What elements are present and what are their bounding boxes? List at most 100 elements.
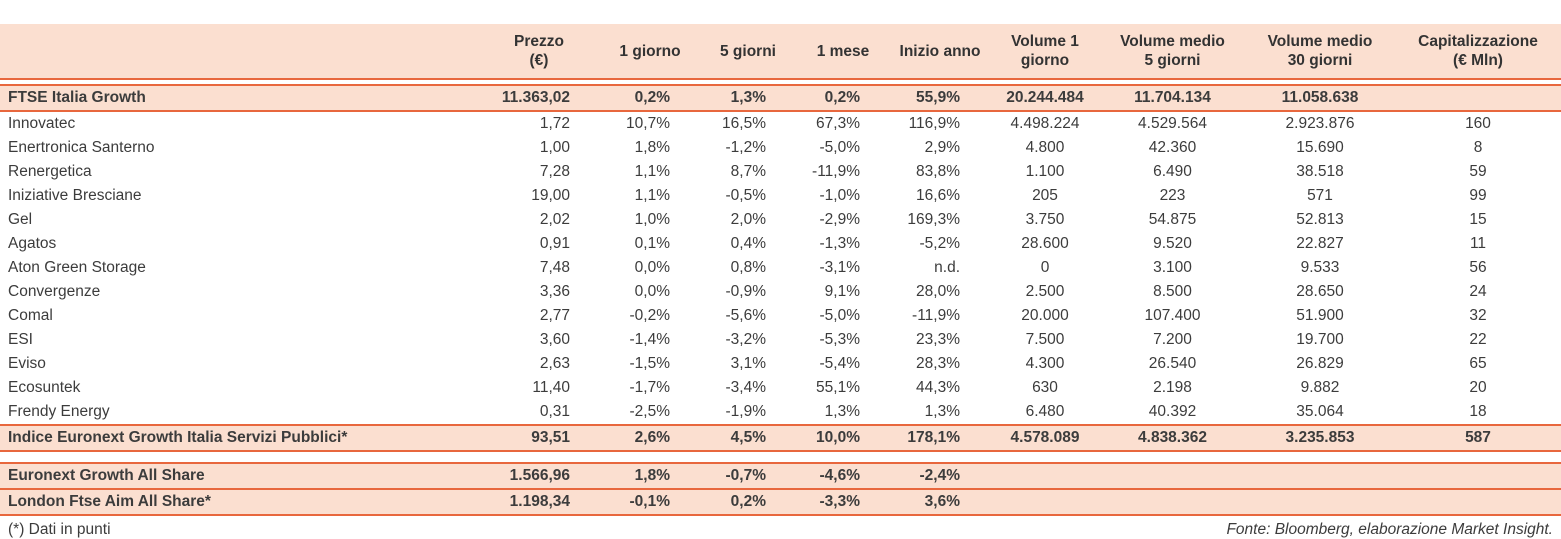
column-header: Capitalizzazione (€ Mln) xyxy=(1395,24,1561,80)
cell: -0,7% xyxy=(700,462,796,490)
cell: -2,9% xyxy=(819,211,861,228)
cell: 4.498.224 xyxy=(1010,115,1080,132)
cell: 3.235.853 xyxy=(1245,424,1395,452)
cell: -0,2% xyxy=(629,307,671,324)
cell: 2.500 xyxy=(1025,283,1065,300)
cell: 8.500 xyxy=(1153,283,1192,300)
cell: 20.000 xyxy=(1021,307,1069,324)
cell: n.d. xyxy=(934,259,960,276)
cell: 54.875 xyxy=(1148,211,1197,228)
cell: -1,0% xyxy=(819,187,861,204)
cell: -0,5% xyxy=(725,187,767,204)
column-header: 5 giorni xyxy=(700,24,796,80)
cell: 26.829 xyxy=(1296,355,1344,372)
cell: 10,0% xyxy=(796,424,890,452)
cell: 11,40 xyxy=(532,379,570,396)
cell: 0,31 xyxy=(539,403,570,420)
cell: 1,3% xyxy=(924,403,960,420)
cell: -5,4% xyxy=(819,355,861,372)
cell: 0,4% xyxy=(730,235,766,252)
cell: 55,9% xyxy=(890,84,990,112)
cell: 6.490 xyxy=(1153,163,1192,180)
cell: 169,3% xyxy=(907,211,960,228)
column-header: Volume medio 30 giorni xyxy=(1245,24,1395,80)
row-label: Frendy Energy xyxy=(8,403,110,420)
cell xyxy=(1245,488,1395,516)
cell: 2,02 xyxy=(539,211,570,228)
cell: -11,9% xyxy=(812,163,860,180)
table-row: Eviso 2,63 -1,5% 3,1% -5,4% 28,3% 4.300 26.540 2… xyxy=(0,352,1561,376)
growth-stocks-table: Prezzo (€) 1 giorno 5 giorni 1 mese Inizio an… xyxy=(0,24,1561,452)
table-row: Innovatec 1,72 10,7% 16,5% 67,3% 116,9% 4.498.… xyxy=(0,111,1561,136)
row-label: Agatos xyxy=(8,235,57,252)
cell: 7.500 xyxy=(1025,331,1065,348)
cell: 19,00 xyxy=(531,187,570,204)
cell: -3,3% xyxy=(796,488,890,516)
cell: 587 xyxy=(1395,424,1561,452)
row-label: Iniziative Bresciane xyxy=(8,187,142,204)
table-row: Comal 2,77 -0,2% -5,6% -5,0% -11,9% 20.000 107.… xyxy=(0,304,1561,328)
cell xyxy=(990,462,1100,490)
table-row: Agatos 0,91 0,1% 0,4% -1,3% -5,2% 28.600 9.520 2… xyxy=(0,232,1561,256)
cell: 7,28 xyxy=(539,163,570,180)
table-body: FTSE Italia Growth 11.363,02 0,2% 1,3% 0,2% 5… xyxy=(0,79,1561,452)
cell: 4,5% xyxy=(700,424,796,452)
cell: 59 xyxy=(1469,163,1487,180)
cell: 93,51 xyxy=(478,424,600,452)
cell: 1,1% xyxy=(634,187,670,204)
cell: 1,1% xyxy=(634,163,670,180)
cell: 28.650 xyxy=(1296,283,1344,300)
table-row: Ecosuntek 11,40 -1,7% -3,4% 55,1% 44,3% 630 2.1… xyxy=(0,376,1561,400)
row-label: Innovatec xyxy=(8,115,76,132)
table-row: Frendy Energy 0,31 -2,5% -1,9% 1,3% 1,3% 6.480… xyxy=(0,400,1561,425)
cell: 56 xyxy=(1469,259,1487,276)
column-header: Prezzo (€) xyxy=(478,24,600,80)
cell: 223 xyxy=(1159,187,1186,204)
row-label: Convergenze xyxy=(8,283,101,300)
cell: 32 xyxy=(1469,307,1487,324)
cell: 3,60 xyxy=(539,331,570,348)
cell: 1,8% xyxy=(600,462,700,490)
cell: 2,0% xyxy=(730,211,766,228)
cell: 44,3% xyxy=(916,379,960,396)
cell: 15 xyxy=(1469,211,1487,228)
cell: 16,5% xyxy=(722,115,766,132)
column-header: Volume medio 5 giorni xyxy=(1100,24,1245,80)
cell: 65 xyxy=(1469,355,1487,372)
cell: -3,2% xyxy=(725,331,767,348)
table-row: Indice Euronext Growth Italia Servizi Pu… xyxy=(0,424,1561,452)
cell: -0,1% xyxy=(600,488,700,516)
cell: 4.578.089 xyxy=(990,424,1100,452)
row-label: FTSE Italia Growth xyxy=(0,84,478,112)
cell: 19.700 xyxy=(1296,331,1344,348)
row-label: Renergetica xyxy=(8,163,92,180)
column-header: Inizio anno xyxy=(890,24,990,80)
table-row: Renergetica 7,28 1,1% 8,7% -11,9% 83,8% 1.100 6… xyxy=(0,160,1561,184)
cell: 20.244.484 xyxy=(990,84,1100,112)
cell: 1.566,96 xyxy=(478,462,600,490)
column-header xyxy=(0,24,478,80)
cell: 55,1% xyxy=(816,379,860,396)
cell xyxy=(1100,488,1245,516)
cell: 107.400 xyxy=(1144,307,1201,324)
cell: -4,6% xyxy=(796,462,890,490)
cell: 11.058.638 xyxy=(1245,84,1395,112)
row-label: Comal xyxy=(8,307,53,324)
cell: 0,1% xyxy=(634,235,670,252)
cell: 4.800 xyxy=(1025,139,1065,156)
cell: 2.198 xyxy=(1153,379,1192,396)
cell: -3,4% xyxy=(725,379,767,396)
cell: 0,2% xyxy=(796,84,890,112)
cell: 11.704.134 xyxy=(1100,84,1245,112)
row-label: Ecosuntek xyxy=(8,379,81,396)
row-label: Enertronica Santerno xyxy=(8,139,155,156)
cell: 9.520 xyxy=(1153,235,1192,252)
table-row: London Ftse Aim All Share* 1.198,34 -0,1% 0… xyxy=(0,488,1561,516)
table-row: FTSE Italia Growth 11.363,02 0,2% 1,3% 0,2% 5… xyxy=(0,84,1561,112)
cell: 15.690 xyxy=(1296,139,1344,156)
cell: 24 xyxy=(1469,283,1487,300)
cell: 0,2% xyxy=(600,84,700,112)
cell: 2,63 xyxy=(539,355,570,372)
cell: -1,7% xyxy=(629,379,671,396)
cell: 51.900 xyxy=(1296,307,1344,324)
